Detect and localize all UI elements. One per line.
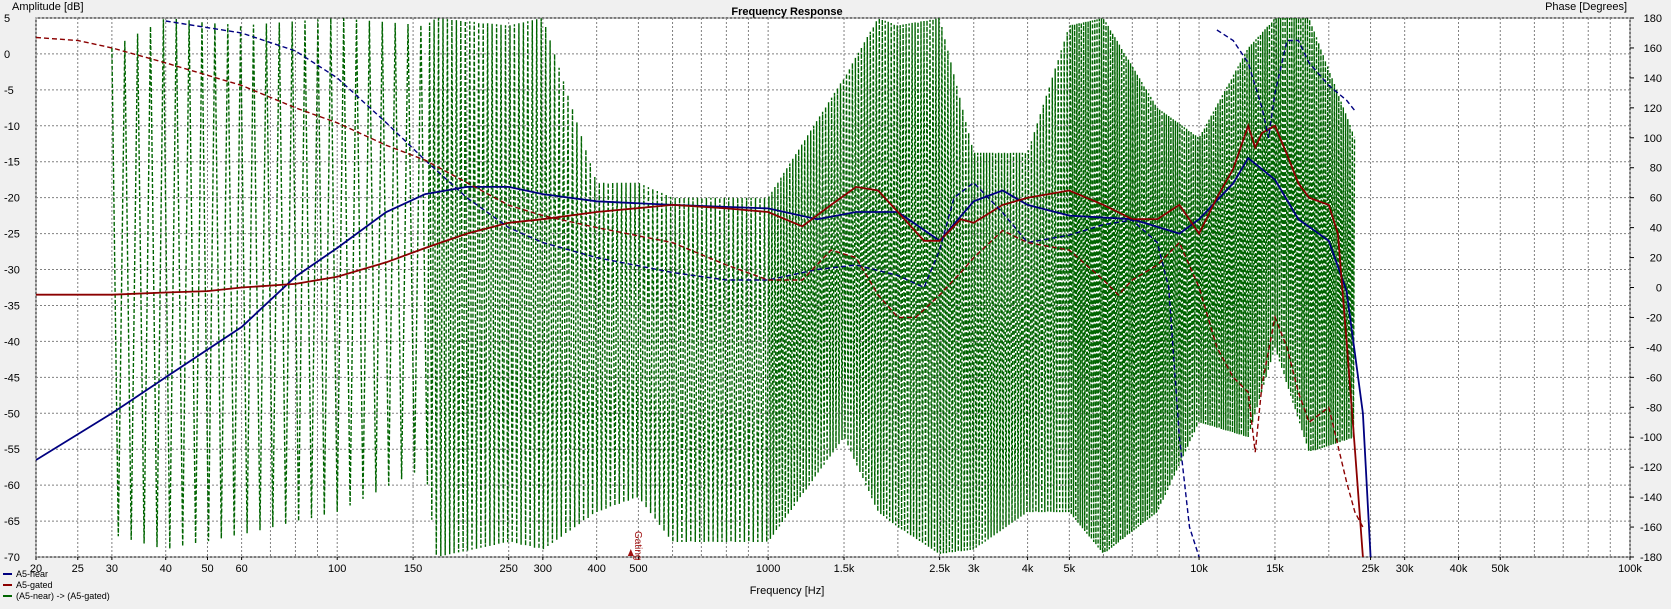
red-phase-curve [36,36,1364,528]
right-tick-label: -60 [1646,372,1662,384]
x-tick-label: 40k [1450,563,1468,575]
left-tick-label: -45 [4,372,20,384]
right-tick-label: 160 [1644,43,1662,55]
left-tick-label: -70 [4,552,20,564]
right-tick-label: 40 [1650,223,1662,235]
x-tick-label: 40 [160,563,172,575]
right-tick-label: 0 [1656,283,1662,295]
right-tick-label: -100 [1640,432,1662,444]
x-tick-label: 400 [587,563,605,575]
right-tick-label: -40 [1646,342,1662,354]
chart-title: Frequency Response [731,6,842,18]
gating-marker: Gating [627,531,643,560]
left-tick-label: -25 [4,229,20,241]
right-tick-label: -140 [1640,492,1662,504]
x-tick-label: 20 [30,563,42,575]
axis-ticks: 20 25 30 40 50 60 100 150 250 300 400 500 1000 1.5k 2.… [4,13,1662,575]
left-tick-label: -30 [4,265,20,277]
right-axis-label: Phase [Degrees] [1545,1,1627,13]
left-tick-label: -35 [4,300,20,312]
series-layer [36,18,1372,557]
left-tick-label: -5 [4,85,14,97]
left-tick-label: -15 [4,157,20,169]
right-tick-label: 20 [1650,253,1662,265]
right-tick-label: -80 [1646,402,1662,414]
x-tick-label: 100k [1618,563,1642,575]
left-axis-label: Amplitude [dB] [12,1,84,13]
x-tick-label: 4k [1022,563,1034,575]
x-axis-label: Frequency [Hz] [750,585,825,597]
x-tick-label: 50k [1491,563,1509,575]
right-tick-label: -160 [1640,522,1662,534]
right-tick-label: -120 [1640,462,1662,474]
x-tick-label: 25k [1362,563,1380,575]
x-tick-label: 1000 [756,563,780,575]
x-tick-label: 1.5k [834,563,855,575]
x-tick-label: 10k [1190,563,1208,575]
left-tick-label: 0 [4,49,10,61]
x-tick-label: 5k [1064,563,1076,575]
left-tick-label: -65 [4,516,20,528]
left-tick-label: -60 [4,480,20,492]
gating-marker-label: Gating [632,531,643,560]
red-magnitude-curve [36,122,1364,557]
right-tick-label: -180 [1640,552,1662,564]
x-tick-label: 30 [106,563,118,575]
legend-entry: A5-gated [16,580,53,590]
blue-phase-curve [1216,29,1356,138]
right-tick-label: 80 [1650,163,1662,175]
gating-marker-triangle [627,549,634,556]
x-tick-label: 15k [1266,563,1284,575]
left-tick-label: -40 [4,336,20,348]
green-phase-difference-curve [111,18,1356,557]
x-tick-label: 25 [72,563,84,575]
x-tick-label: 3k [968,563,980,575]
left-tick-label: -55 [4,444,20,456]
right-tick-label: 180 [1644,13,1662,25]
legend-entry: (A5-near) -> (A5-gated) [16,591,110,601]
x-tick-label: 50 [201,563,213,575]
series-area [36,18,1372,557]
right-tick-label: 140 [1644,73,1662,85]
x-tick-label: 500 [629,563,647,575]
right-tick-label: 100 [1644,133,1662,145]
right-tick-label: -20 [1646,312,1662,324]
blue-phase-curve [165,20,1200,557]
left-tick-label: -20 [4,193,20,205]
x-tick-label: 30k [1396,563,1414,575]
left-tick-label: 5 [4,13,10,25]
left-tick-label: -50 [4,408,20,420]
right-tick-label: 120 [1644,103,1662,115]
x-tick-label: 250 [500,563,518,575]
legend-entry: A5-near [16,569,48,579]
left-tick-label: -10 [4,121,20,133]
x-tick-label: 150 [404,563,422,575]
x-tick-label: 60 [235,563,247,575]
right-tick-label: 60 [1650,193,1662,205]
x-tick-label: 100 [328,563,346,575]
x-tick-label: 2.5k [929,563,950,575]
x-tick-label: 300 [534,563,552,575]
